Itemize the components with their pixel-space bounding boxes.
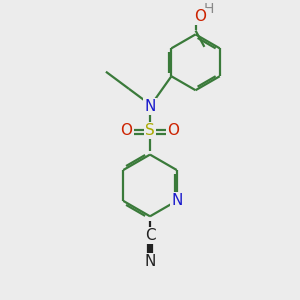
Text: H: H [204, 2, 214, 16]
Text: O: O [194, 9, 206, 24]
Text: O: O [121, 123, 133, 138]
Text: N: N [144, 99, 156, 114]
Text: C: C [145, 228, 155, 243]
Text: N: N [171, 194, 182, 208]
Text: O: O [167, 123, 179, 138]
Text: S: S [145, 123, 155, 138]
Text: N: N [144, 254, 156, 269]
